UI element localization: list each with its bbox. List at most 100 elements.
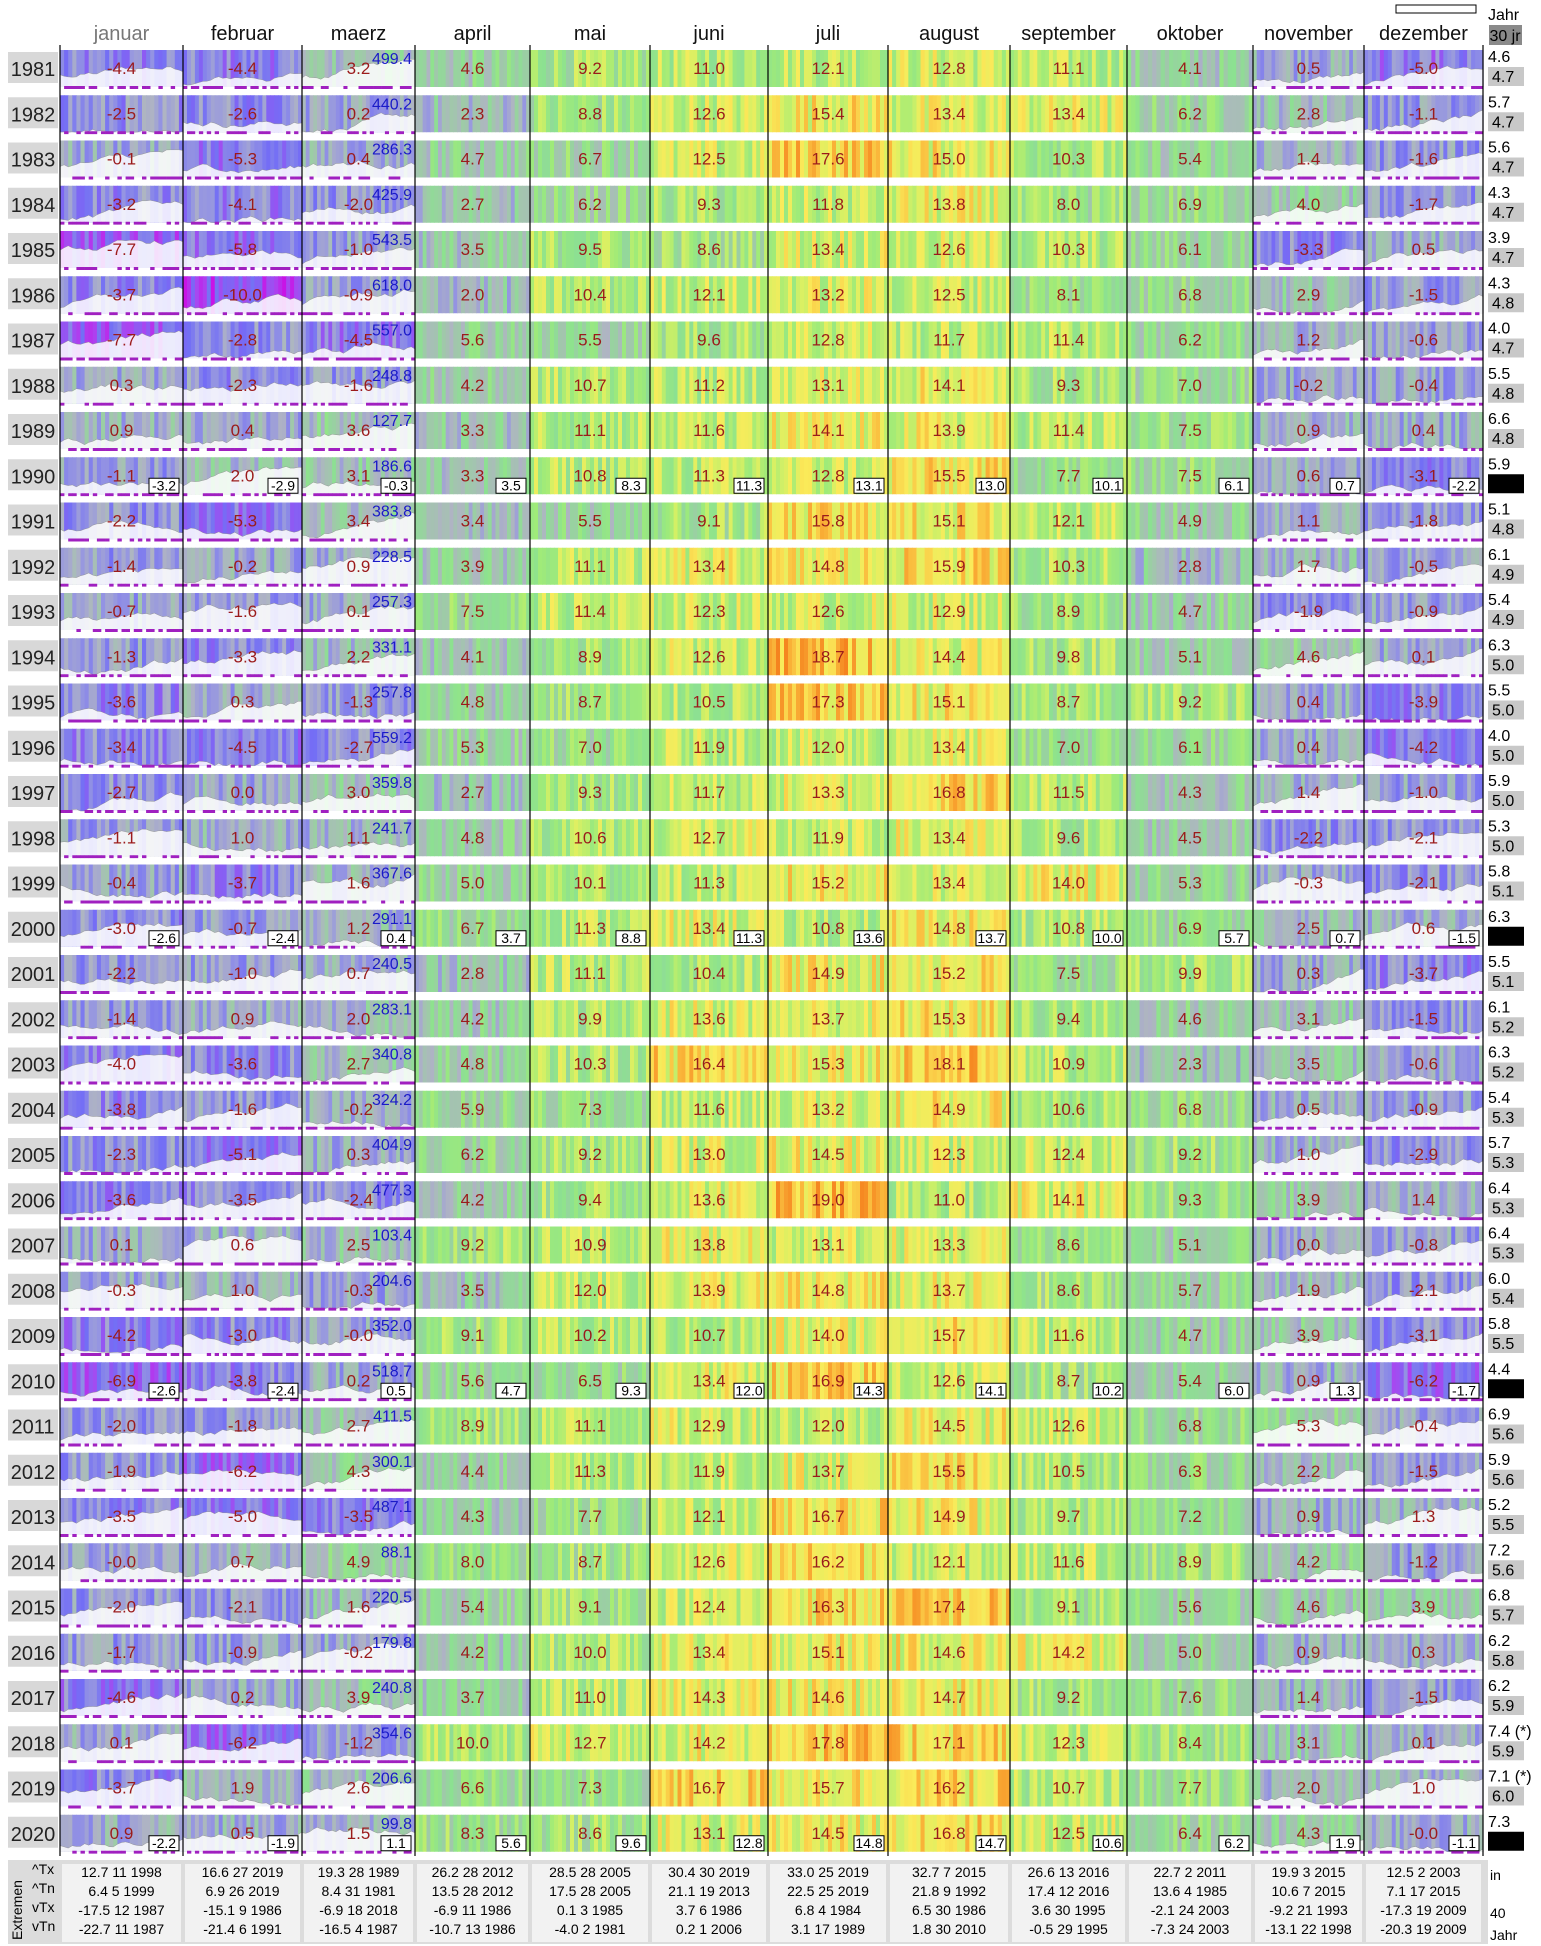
daily-stripe <box>989 231 995 268</box>
daily-stripe <box>1127 366 1132 404</box>
snow-day-mark <box>170 176 176 180</box>
daily-stripe <box>1033 231 1038 268</box>
daily-stripe <box>1033 95 1038 133</box>
daily-stripe <box>756 50 761 87</box>
snow-day-mark <box>1360 86 1365 89</box>
daily-stripe <box>1202 140 1208 178</box>
daily-stripe <box>1084 321 1089 359</box>
daily-stripe <box>856 276 861 314</box>
snow-day-mark <box>72 176 77 180</box>
daily-stripe <box>76 185 82 223</box>
daily-stripe <box>1017 321 1023 359</box>
daily-stripe <box>238 185 244 223</box>
daily-stripe <box>1236 276 1241 314</box>
daily-stripe <box>238 50 244 87</box>
daily-stripe <box>461 276 466 314</box>
daily-stripe <box>969 140 974 178</box>
daily-stripe <box>476 140 481 178</box>
snow-day-mark <box>1427 357 1432 361</box>
daily-stripe <box>1148 95 1153 133</box>
daily-stripe <box>1271 95 1276 133</box>
daily-stripe <box>1232 321 1237 359</box>
daily-stripe <box>638 276 643 314</box>
daily-stripe <box>848 321 853 359</box>
daily-stripe <box>1312 231 1317 268</box>
daily-stripe <box>415 185 420 223</box>
daily-stripe <box>1169 95 1174 133</box>
cell-1989-november: 0.9 <box>1252 412 1365 451</box>
daily-stripe <box>1091 140 1097 178</box>
daily-stripe <box>957 321 962 359</box>
daily-stripe <box>1435 321 1440 359</box>
snow-day-mark <box>1293 86 1298 89</box>
daily-stripe <box>1375 321 1381 359</box>
snow-day-mark <box>302 86 307 89</box>
snow-day-mark <box>234 312 239 316</box>
daily-stripe <box>399 95 405 133</box>
daily-stripe <box>720 185 726 223</box>
daily-stripe <box>1131 140 1136 178</box>
daily-stripe <box>744 50 749 87</box>
daily-stripe <box>1371 366 1377 404</box>
daily-stripe <box>630 231 635 268</box>
daily-stripe <box>646 231 651 268</box>
daily-stripe <box>973 366 979 404</box>
daily-stripe <box>876 185 881 223</box>
snow-depth-profile <box>59 330 184 359</box>
cell-1982-juli: 15.4 <box>768 95 889 133</box>
snow-day-mark <box>202 538 208 542</box>
daily-stripe <box>1064 50 1070 87</box>
daily-stripe <box>1080 276 1085 314</box>
daily-stripe <box>324 95 329 133</box>
daily-stripe <box>76 366 82 404</box>
daily-stripe <box>1127 457 1132 495</box>
daily-stripe <box>940 276 946 314</box>
snow-day-mark <box>313 357 318 361</box>
daily-stripe <box>1123 95 1128 133</box>
daily-stripe <box>499 185 504 223</box>
daily-stripe <box>550 50 555 87</box>
snow-day-mark <box>384 131 389 135</box>
daily-stripe <box>266 276 271 314</box>
daily-stripe <box>1215 321 1220 359</box>
daily-stripe <box>1419 185 1425 223</box>
snow-day-mark <box>117 357 122 361</box>
daily-stripe <box>194 276 200 314</box>
daily-stripe <box>258 321 263 359</box>
daily-stripe <box>993 50 999 87</box>
daily-stripe <box>880 95 885 133</box>
daily-stripe <box>1415 95 1421 133</box>
daily-stripe <box>1206 276 1212 314</box>
daily-stripe <box>685 276 690 314</box>
daily-stripe <box>1423 140 1429 178</box>
cell-1981-dezember: -5.0 <box>1363 50 1484 89</box>
daily-stripe <box>1345 140 1350 178</box>
daily-stripe <box>1301 140 1306 178</box>
snow-day-mark <box>1301 176 1306 180</box>
snow-day-mark <box>174 357 180 361</box>
daily-stripe <box>530 457 535 495</box>
snow-day-mark <box>1312 493 1317 497</box>
daily-stripe <box>1103 412 1109 449</box>
daily-stripe <box>1338 321 1343 359</box>
daily-stripe <box>1341 276 1347 314</box>
daily-stripe <box>1056 231 1062 268</box>
daily-stripe <box>332 276 337 314</box>
daily-stripe <box>1371 321 1377 359</box>
daily-stripe <box>932 321 938 359</box>
daily-stripe <box>254 321 259 359</box>
daily-stripe <box>242 231 248 268</box>
daily-stripe <box>518 50 523 87</box>
daily-stripe <box>214 366 220 404</box>
daily-stripe <box>832 231 837 268</box>
daily-stripe <box>1411 321 1417 359</box>
daily-stripe <box>892 50 897 87</box>
daily-stripe <box>335 276 341 314</box>
decade-average-value: 13.0 <box>977 477 1004 493</box>
daily-stripe <box>657 321 663 359</box>
monthly-mean-januar: -2.2 <box>107 512 136 531</box>
daily-stripe <box>804 231 809 268</box>
snow-day-mark <box>332 493 337 497</box>
daily-stripe <box>868 366 873 404</box>
daily-stripe <box>965 140 970 178</box>
